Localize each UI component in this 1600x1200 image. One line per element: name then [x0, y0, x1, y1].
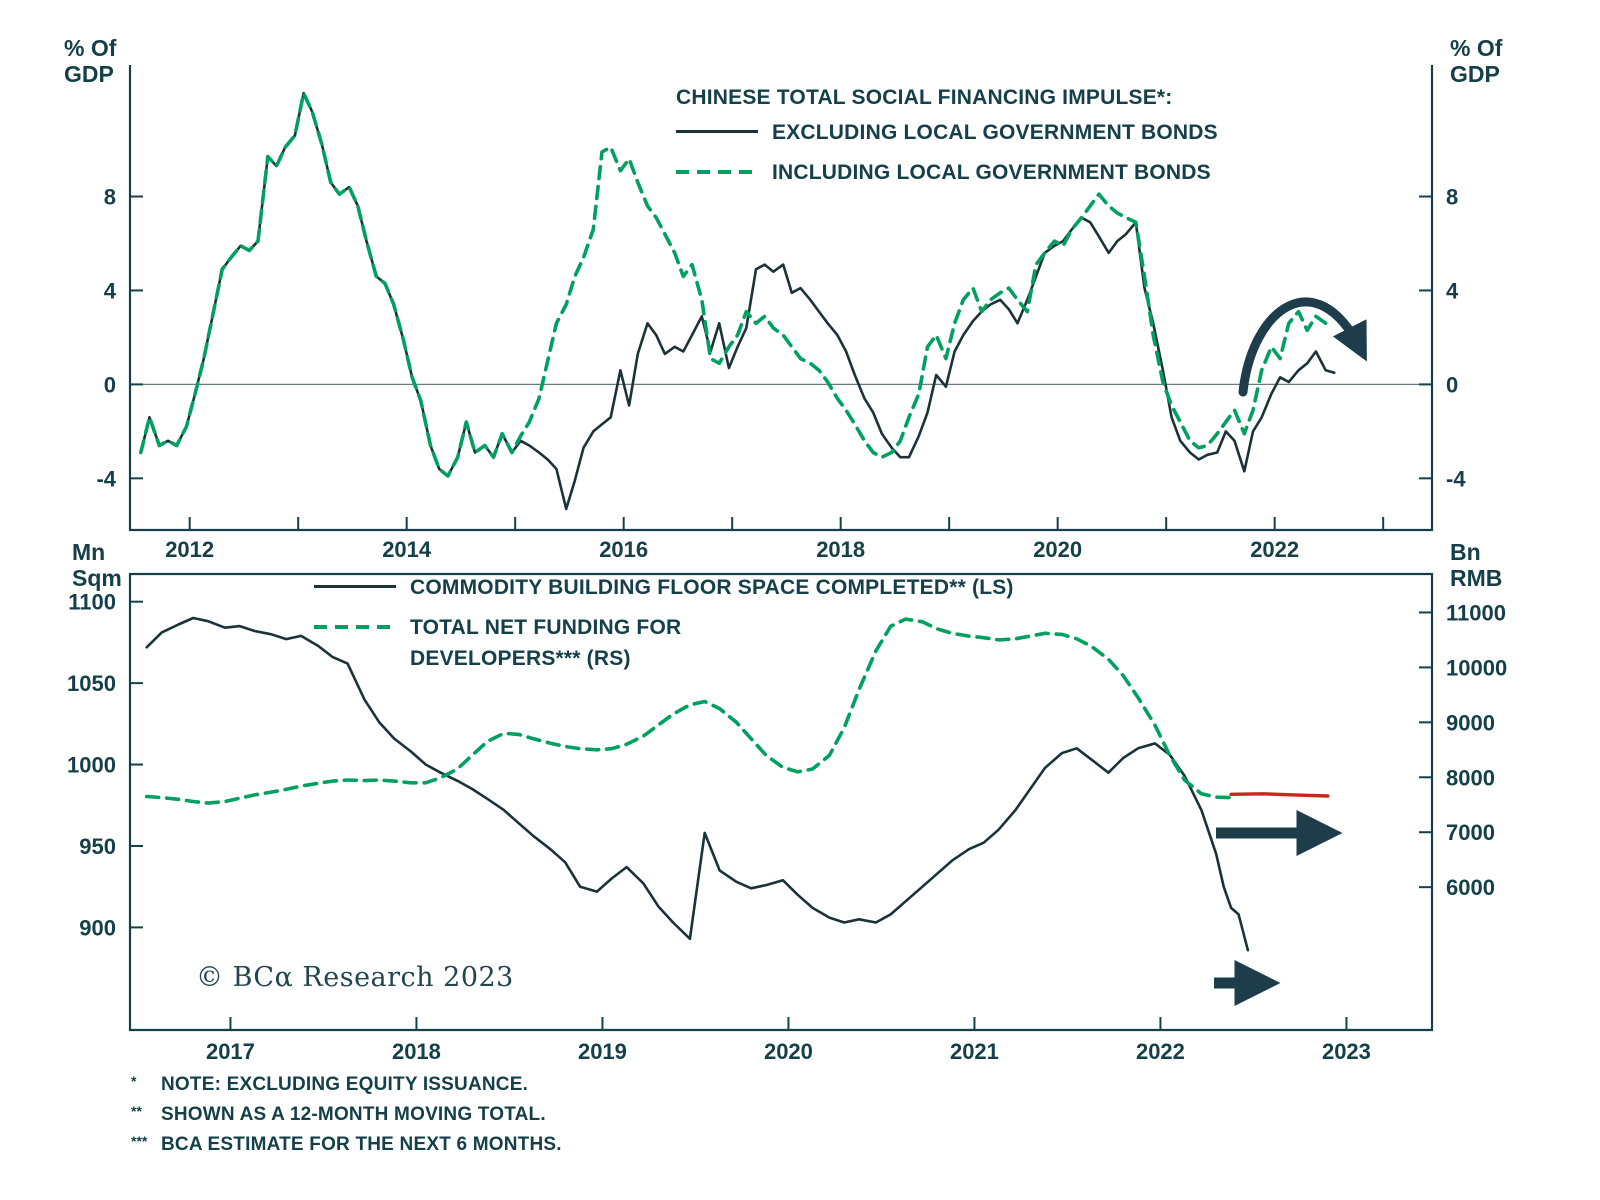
- legend-label-floor-space: COMMODITY BUILDING FLOOR SPACE COMPLETED…: [410, 576, 1014, 599]
- including-lgb-line: [139, 91, 1328, 478]
- tsf-impulse-chart: 2012 2014 2016 2018 2020 2022 -4 0 4 8 -4 0 4 8: [96, 65, 1466, 562]
- legend-row-excluding-lgb: EXCLUDING LOCAL GOVERNMENT BONDS: [676, 117, 1218, 149]
- unit-line: GDP: [64, 60, 114, 87]
- unit-line: Bn: [1450, 539, 1481, 565]
- bottom-left-axis-unit: Mn Sqm: [72, 539, 122, 592]
- unit-line: Mn: [72, 539, 106, 565]
- top-chart-legend: CHINESE TOTAL SOCIAL FINANCING IMPULSE*:…: [676, 86, 1218, 196]
- y-tick-label-right: 8000: [1446, 765, 1495, 790]
- y-tick-label-right: 11000: [1446, 600, 1506, 625]
- y-tick-label-right: 7000: [1446, 820, 1495, 845]
- floor-space-line: [145, 616, 1250, 952]
- x-tick-label: 2016: [599, 537, 648, 562]
- top-right-axis-unit: % Of GDP: [1450, 35, 1503, 88]
- y-tick-label-left: 1050: [67, 671, 116, 696]
- y-tick-label-right: 6000: [1446, 875, 1495, 900]
- y-tick-label-right: 0: [1446, 372, 1458, 397]
- x-tick-label: 2022: [1250, 537, 1299, 562]
- y-tick-label-left: 4: [104, 278, 117, 303]
- bottom-chart-legend: COMMODITY BUILDING FLOOR SPACE COMPLETED…: [314, 572, 1014, 683]
- y-tick-label-right: 8: [1446, 185, 1458, 210]
- top-chart-title: CHINESE TOTAL SOCIAL FINANCING IMPULSE*:: [676, 86, 1173, 109]
- bottom-right-axis-unit: Bn RMB: [1450, 539, 1503, 592]
- legend-row-including-lgb: INCLUDING LOCAL GOVERNMENT BONDS: [676, 157, 1218, 189]
- dashed-line-sample: [676, 169, 758, 174]
- x-tick-label: 2019: [578, 1039, 627, 1064]
- x-tick-label: 2014: [382, 537, 432, 562]
- legend-row-net-funding: TOTAL NET FUNDING FOR DEVELOPERS*** (RS): [314, 612, 1014, 675]
- bca-estimate-line: [1229, 792, 1330, 798]
- legend-label-excluding-lgb: EXCLUDING LOCAL GOVERNMENT BONDS: [772, 121, 1218, 144]
- plot-frame: [128, 65, 1434, 532]
- x-tick-label: 2017: [206, 1039, 255, 1064]
- footnote-marker: *: [131, 1073, 137, 1089]
- net-funding-line: [144, 617, 1233, 805]
- unit-line: GDP: [1450, 60, 1500, 87]
- y-tick-label-left: 1100: [68, 590, 116, 615]
- y-tick-label-right: -4: [1446, 466, 1466, 491]
- footnote-marker: **: [131, 1103, 142, 1119]
- y-tick-label-left: 950: [79, 834, 116, 859]
- y-tick-label-left: 0: [104, 372, 116, 397]
- solid-line-sample: [314, 585, 396, 588]
- x-tick-label: 2020: [764, 1039, 813, 1064]
- y-tick-label-right: 9000: [1446, 710, 1495, 735]
- x-tick-label: 2018: [392, 1039, 441, 1064]
- footnote-2: ** SHOWN AS A 12-MONTH MOVING TOTAL.: [131, 1103, 546, 1125]
- unit-line: RMB: [1450, 564, 1503, 591]
- footnote-1: * NOTE: EXCLUDING EQUITY ISSUANCE.: [131, 1073, 529, 1095]
- footnote-marker: ***: [131, 1133, 148, 1149]
- x-tick-label: 2012: [165, 537, 214, 562]
- legend-row-floor-space: COMMODITY BUILDING FLOOR SPACE COMPLETED…: [314, 572, 1014, 604]
- property-chart: 2017 2018 2019 2020 2021 2022 2023 1100 1050 1000…: [67, 572, 1507, 1064]
- x-tick-label: 2018: [816, 537, 865, 562]
- unit-line: % Of: [64, 35, 117, 61]
- x-tick-label: 2023: [1322, 1039, 1371, 1064]
- x-tick-label: 2021: [950, 1039, 999, 1064]
- solid-line-sample: [676, 130, 758, 133]
- footnotes: * NOTE: EXCLUDING EQUITY ISSUANCE. ** SHOW…: [131, 1073, 562, 1164]
- x-tick-label: 2022: [1136, 1039, 1185, 1064]
- y-tick-label-right: 4: [1446, 278, 1459, 303]
- dashed-line-sample: [314, 624, 396, 629]
- unit-line: % Of: [1450, 35, 1503, 61]
- y-tick-label-left: 8: [104, 185, 116, 210]
- y-tick-label-left: 1000: [67, 753, 116, 778]
- footnote-3: *** BCA ESTIMATE FOR THE NEXT 6 MONTHS.: [131, 1133, 562, 1155]
- legend-label-including-lgb: INCLUDING LOCAL GOVERNMENT BONDS: [772, 160, 1211, 184]
- y-tick-label-left: -4: [96, 466, 116, 491]
- legend-label-net-funding: TOTAL NET FUNDING FOR DEVELOPERS*** (RS): [410, 615, 682, 671]
- unit-line: Sqm: [72, 564, 122, 591]
- x-tick-label: 2020: [1033, 537, 1082, 562]
- downturn-arrow: [1238, 297, 1367, 397]
- y-tick-label-left: 900: [79, 915, 116, 940]
- top-left-axis-unit: % Of GDP: [64, 35, 117, 88]
- copyright: © BCα Research 2023: [196, 962, 514, 993]
- y-tick-label-right: 10000: [1446, 655, 1507, 680]
- plot-frame: [128, 572, 1434, 1032]
